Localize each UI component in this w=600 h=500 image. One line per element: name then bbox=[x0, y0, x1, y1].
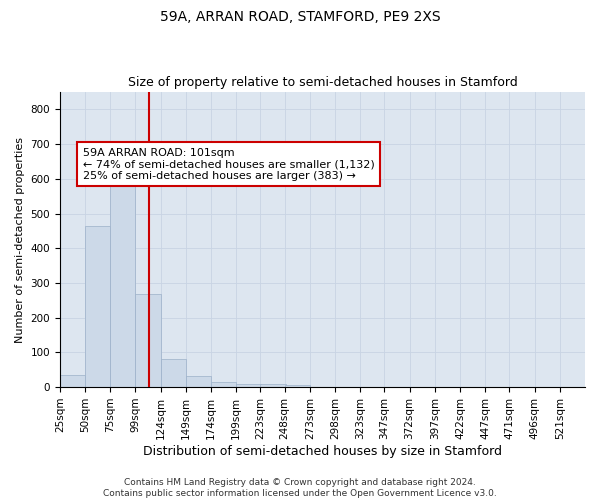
Text: Contains HM Land Registry data © Crown copyright and database right 2024.
Contai: Contains HM Land Registry data © Crown c… bbox=[103, 478, 497, 498]
Text: 59A ARRAN ROAD: 101sqm
← 74% of semi-detached houses are smaller (1,132)
25% of : 59A ARRAN ROAD: 101sqm ← 74% of semi-det… bbox=[83, 148, 374, 181]
Bar bbox=[211, 382, 236, 387]
Bar bbox=[161, 358, 186, 387]
Bar bbox=[136, 294, 161, 387]
Bar bbox=[186, 376, 211, 387]
Bar bbox=[110, 170, 136, 387]
Bar bbox=[85, 226, 110, 387]
Title: Size of property relative to semi-detached houses in Stamford: Size of property relative to semi-detach… bbox=[128, 76, 517, 90]
Bar bbox=[236, 384, 262, 387]
Bar bbox=[60, 375, 85, 387]
Y-axis label: Number of semi-detached properties: Number of semi-detached properties bbox=[15, 136, 25, 342]
Bar bbox=[260, 384, 286, 387]
X-axis label: Distribution of semi-detached houses by size in Stamford: Distribution of semi-detached houses by … bbox=[143, 444, 502, 458]
Text: 59A, ARRAN ROAD, STAMFORD, PE9 2XS: 59A, ARRAN ROAD, STAMFORD, PE9 2XS bbox=[160, 10, 440, 24]
Bar bbox=[284, 386, 310, 387]
